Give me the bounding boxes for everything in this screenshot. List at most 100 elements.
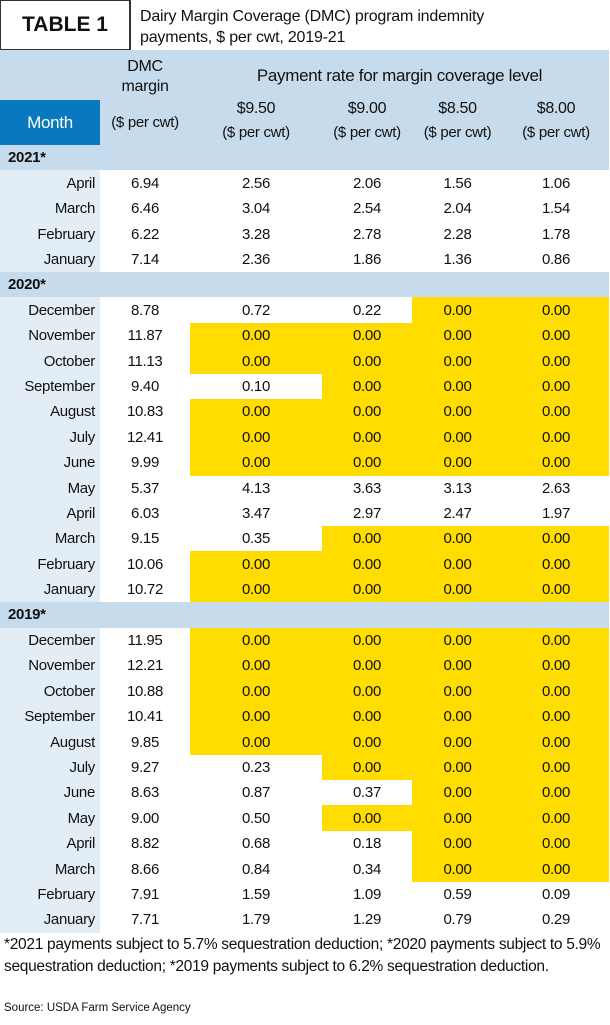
value-cell: 3.47 bbox=[242, 505, 270, 523]
value-cell: 0.00 bbox=[503, 678, 609, 705]
month-cell: April bbox=[0, 170, 100, 197]
value-cell: 6.22 bbox=[131, 225, 159, 243]
value-cell: 8.63 bbox=[131, 784, 159, 802]
value-cell: 2.28 bbox=[443, 225, 472, 243]
month-cell: May bbox=[0, 475, 100, 502]
value-cell: 0.00 bbox=[503, 780, 609, 806]
value-cell: 1.36 bbox=[443, 251, 472, 269]
value-cell: 0.00 bbox=[503, 627, 609, 654]
month-cell: February bbox=[0, 881, 100, 908]
value-cell: 0.00 bbox=[190, 449, 322, 476]
value-cell: 0.00 bbox=[190, 348, 322, 375]
value-cell: 0.00 bbox=[412, 678, 503, 705]
value-cell: 0.00 bbox=[190, 424, 322, 451]
month-cell: July bbox=[0, 754, 100, 781]
month-cell: December bbox=[0, 627, 100, 654]
header-line: DMC bbox=[127, 58, 163, 75]
value-cell: 0.37 bbox=[353, 784, 381, 802]
month-cell: February bbox=[0, 551, 100, 578]
section-row: 2019* bbox=[0, 602, 609, 628]
value-cell: 1.06 bbox=[542, 174, 570, 192]
month-cell: October bbox=[0, 348, 100, 375]
value-cell: 11.13 bbox=[127, 352, 163, 370]
value-cell: 7.91 bbox=[131, 886, 159, 904]
value-cell: 12.41 bbox=[126, 428, 164, 446]
source: Source: USDA Farm Service Agency bbox=[4, 1002, 191, 1014]
value-cell: 2.56 bbox=[242, 174, 270, 192]
value-cell: 7.71 bbox=[131, 911, 159, 929]
value-cell: 0.00 bbox=[503, 551, 609, 578]
value-cell: 0.00 bbox=[322, 627, 412, 654]
value-cell: 9.27 bbox=[131, 759, 159, 777]
value-cell: 0.34 bbox=[353, 860, 381, 878]
value-cell: 0.00 bbox=[412, 830, 503, 857]
value-cell: 11.95 bbox=[127, 632, 163, 650]
value-cell: 0.84 bbox=[242, 860, 270, 878]
month-header: Month bbox=[0, 100, 100, 145]
level-header: $8.50 bbox=[438, 100, 477, 117]
value-cell: 0.68 bbox=[242, 835, 270, 853]
value-cell: 0.22 bbox=[353, 301, 381, 319]
month-cell: May bbox=[0, 805, 100, 832]
value-cell: 0.00 bbox=[412, 399, 503, 425]
value-cell: 3.63 bbox=[353, 479, 381, 497]
value-cell: 3.28 bbox=[242, 225, 270, 243]
value-cell: 1.56 bbox=[443, 174, 472, 192]
value-cell: 0.00 bbox=[503, 653, 609, 679]
month-cell: November bbox=[0, 322, 100, 349]
value-cell: 0.00 bbox=[503, 703, 609, 730]
header-line: margin bbox=[121, 78, 169, 95]
value-cell: 0.00 bbox=[322, 348, 412, 375]
value-cell: 2.04 bbox=[443, 200, 472, 218]
value-cell: 1.86 bbox=[353, 251, 381, 269]
value-cell: 1.54 bbox=[542, 200, 570, 218]
value-cell: 0.00 bbox=[190, 627, 322, 654]
value-cell: 0.00 bbox=[412, 297, 503, 324]
month-cell: August bbox=[0, 399, 100, 425]
value-cell: 1.79 bbox=[242, 911, 270, 929]
value-cell: 2.54 bbox=[353, 200, 381, 218]
value-cell: 0.00 bbox=[412, 551, 503, 578]
value-cell: 0.00 bbox=[322, 729, 412, 756]
value-cell: 0.00 bbox=[412, 449, 503, 476]
value-cell: 2.78 bbox=[353, 225, 381, 243]
value-cell: 0.00 bbox=[190, 729, 322, 756]
value-cell: 0.00 bbox=[322, 551, 412, 578]
value-cell: 0.00 bbox=[412, 754, 503, 781]
value-cell: 0.00 bbox=[503, 373, 609, 400]
table-title: Dairy Margin Coverage (DMC) program inde… bbox=[140, 6, 605, 48]
value-cell: 9.85 bbox=[131, 733, 159, 751]
month-cell: September bbox=[0, 373, 100, 400]
value-cell: 0.00 bbox=[322, 322, 412, 349]
value-cell: 8.78 bbox=[131, 301, 159, 319]
value-cell: 0.00 bbox=[503, 805, 609, 832]
value-cell: 0.00 bbox=[190, 399, 322, 425]
value-cell: 0.00 bbox=[503, 348, 609, 375]
value-cell: 0.00 bbox=[190, 703, 322, 730]
value-cell: 0.00 bbox=[503, 729, 609, 756]
table-label: TABLE 1 bbox=[0, 0, 131, 50]
value-cell: 1.78 bbox=[542, 225, 570, 243]
month-cell: April bbox=[0, 500, 100, 527]
section-row: 2020* bbox=[0, 272, 609, 298]
value-cell: 0.23 bbox=[242, 759, 270, 777]
value-cell: 11.87 bbox=[127, 327, 163, 345]
value-cell: 0.00 bbox=[412, 805, 503, 832]
value-cell: 0.00 bbox=[503, 399, 609, 425]
title-line: Dairy Margin Coverage (DMC) program inde… bbox=[140, 8, 484, 25]
month-cell: January bbox=[0, 576, 100, 603]
value-cell: 0.00 bbox=[412, 424, 503, 451]
value-cell: 8.82 bbox=[131, 835, 159, 853]
month-cell: February bbox=[0, 221, 100, 248]
value-cell: 2.06 bbox=[353, 174, 381, 192]
value-cell: 9.00 bbox=[131, 809, 159, 827]
value-cell: 9.40 bbox=[131, 378, 159, 396]
value-cell: 0.00 bbox=[190, 551, 322, 578]
value-cell: 2.97 bbox=[353, 505, 381, 523]
unit-header: ($ per cwt) bbox=[522, 123, 590, 141]
value-cell: 6.94 bbox=[131, 174, 159, 192]
value-cell: 8.66 bbox=[131, 860, 159, 878]
value-cell: 3.13 bbox=[443, 479, 472, 497]
value-cell: 0.00 bbox=[503, 830, 609, 857]
value-cell: 0.00 bbox=[190, 576, 322, 603]
